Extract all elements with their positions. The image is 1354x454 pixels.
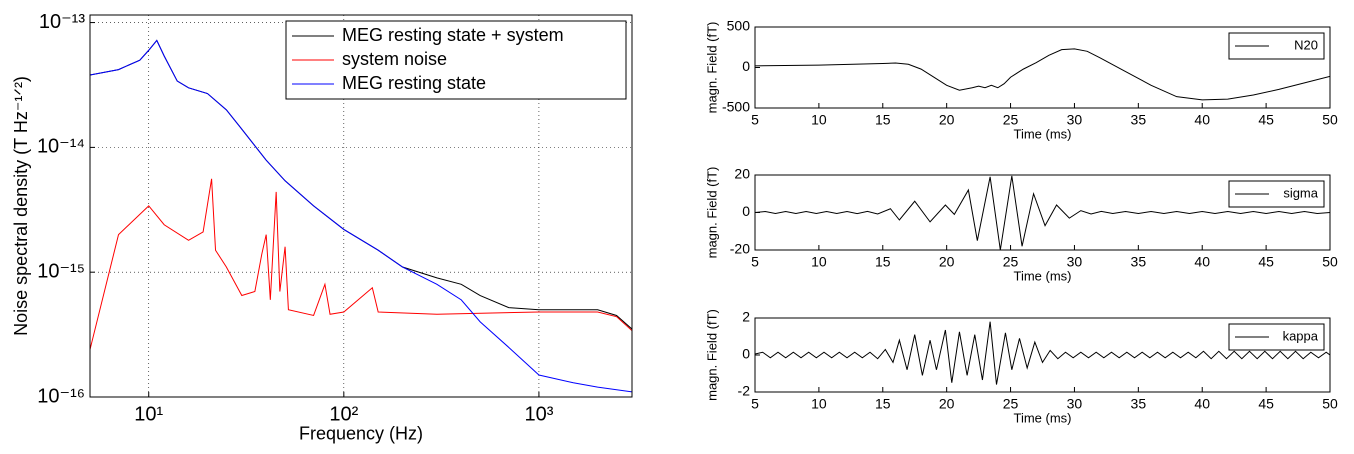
legend-label: N20 bbox=[1294, 37, 1318, 52]
y-tick-label: 20 bbox=[734, 166, 750, 182]
y-axis-label: magn. Field (fT) bbox=[704, 309, 719, 401]
x-tick-label: 45 bbox=[1258, 395, 1274, 411]
y-tick-label: 10⁻¹⁴ bbox=[37, 136, 85, 158]
y-tick-label: 0 bbox=[742, 203, 750, 219]
x-tick-label: 50 bbox=[1322, 253, 1338, 269]
x-tick-label: 10 bbox=[811, 253, 827, 269]
x-tick-label: 50 bbox=[1322, 111, 1338, 127]
x-tick-label: 20 bbox=[939, 111, 955, 127]
x-axis-label: Frequency (Hz) bbox=[299, 424, 423, 444]
x-tick-label: 30 bbox=[1067, 395, 1083, 411]
x-tick-label: 40 bbox=[1194, 395, 1210, 411]
series-line bbox=[755, 48, 1330, 101]
x-tick-label: 20 bbox=[939, 395, 955, 411]
y-tick-label: 0 bbox=[742, 346, 750, 362]
x-tick-label: 30 bbox=[1067, 111, 1083, 127]
x-tick-label: 45 bbox=[1258, 253, 1274, 269]
x-tick-label: 35 bbox=[1131, 395, 1147, 411]
axes-frame bbox=[89, 14, 633, 398]
x-tick-label: 15 bbox=[875, 253, 891, 269]
y-tick-label: 0 bbox=[742, 58, 750, 74]
x-tick-label: 25 bbox=[1003, 395, 1019, 411]
x-tick-label: 25 bbox=[1003, 253, 1019, 269]
axes-frame bbox=[754, 174, 1331, 251]
x-axis-label: Time (ms) bbox=[1013, 268, 1071, 283]
series-line bbox=[755, 321, 1330, 385]
x-tick-label: 10 bbox=[811, 111, 827, 127]
y-axis-label: magn. Field (fT) bbox=[704, 167, 719, 259]
x-tick-label: 10¹ bbox=[134, 403, 163, 425]
x-axis-label: Time (ms) bbox=[1013, 410, 1071, 425]
y-tick-label: 2 bbox=[742, 309, 750, 325]
x-tick-label: 20 bbox=[939, 253, 955, 269]
y-tick-label: 10⁻¹³ bbox=[39, 11, 85, 33]
y-tick-label: -2 bbox=[738, 383, 751, 399]
y-tick-label: 10⁻¹⁵ bbox=[37, 260, 85, 282]
x-tick-label: 40 bbox=[1194, 253, 1210, 269]
y-axis-label: magn. Field (fT) bbox=[704, 22, 719, 114]
x-tick-label: 10 bbox=[811, 395, 827, 411]
series-line bbox=[90, 39, 632, 393]
x-tick-label: 35 bbox=[1131, 253, 1147, 269]
x-tick-label: 5 bbox=[751, 395, 759, 411]
legend-label: MEG resting state bbox=[342, 73, 486, 93]
x-tick-label: 30 bbox=[1067, 253, 1083, 269]
y-tick-label: 10⁻¹⁶ bbox=[37, 385, 85, 407]
legend-label: sigma bbox=[1283, 185, 1318, 200]
x-tick-label: 50 bbox=[1322, 395, 1338, 411]
series-line bbox=[755, 175, 1330, 250]
y-tick-label: 500 bbox=[727, 18, 751, 34]
x-tick-label: 10³ bbox=[524, 403, 553, 425]
axes-frame bbox=[754, 317, 1331, 393]
series-line bbox=[90, 178, 632, 350]
x-tick-label: 15 bbox=[875, 111, 891, 127]
x-tick-label: 40 bbox=[1194, 111, 1210, 127]
y-tick-label: -20 bbox=[730, 241, 750, 257]
x-tick-label: 35 bbox=[1131, 111, 1147, 127]
x-axis-label: Time (ms) bbox=[1013, 126, 1071, 141]
legend-label: MEG resting state + system bbox=[342, 25, 564, 45]
y-tick-label: -500 bbox=[722, 99, 750, 115]
x-tick-label: 10² bbox=[329, 403, 358, 425]
legend-label: system noise bbox=[342, 49, 447, 69]
x-tick-label: 25 bbox=[1003, 111, 1019, 127]
legend-box bbox=[285, 20, 627, 100]
legend-label: kappa bbox=[1283, 328, 1319, 343]
axes-frame bbox=[754, 26, 1331, 109]
x-tick-label: 5 bbox=[751, 253, 759, 269]
x-tick-label: 45 bbox=[1258, 111, 1274, 127]
x-tick-label: 5 bbox=[751, 111, 759, 127]
y-axis-label: Noise spectral density (T Hz⁻¹ᐟ²) bbox=[11, 76, 31, 336]
x-tick-label: 15 bbox=[875, 395, 891, 411]
